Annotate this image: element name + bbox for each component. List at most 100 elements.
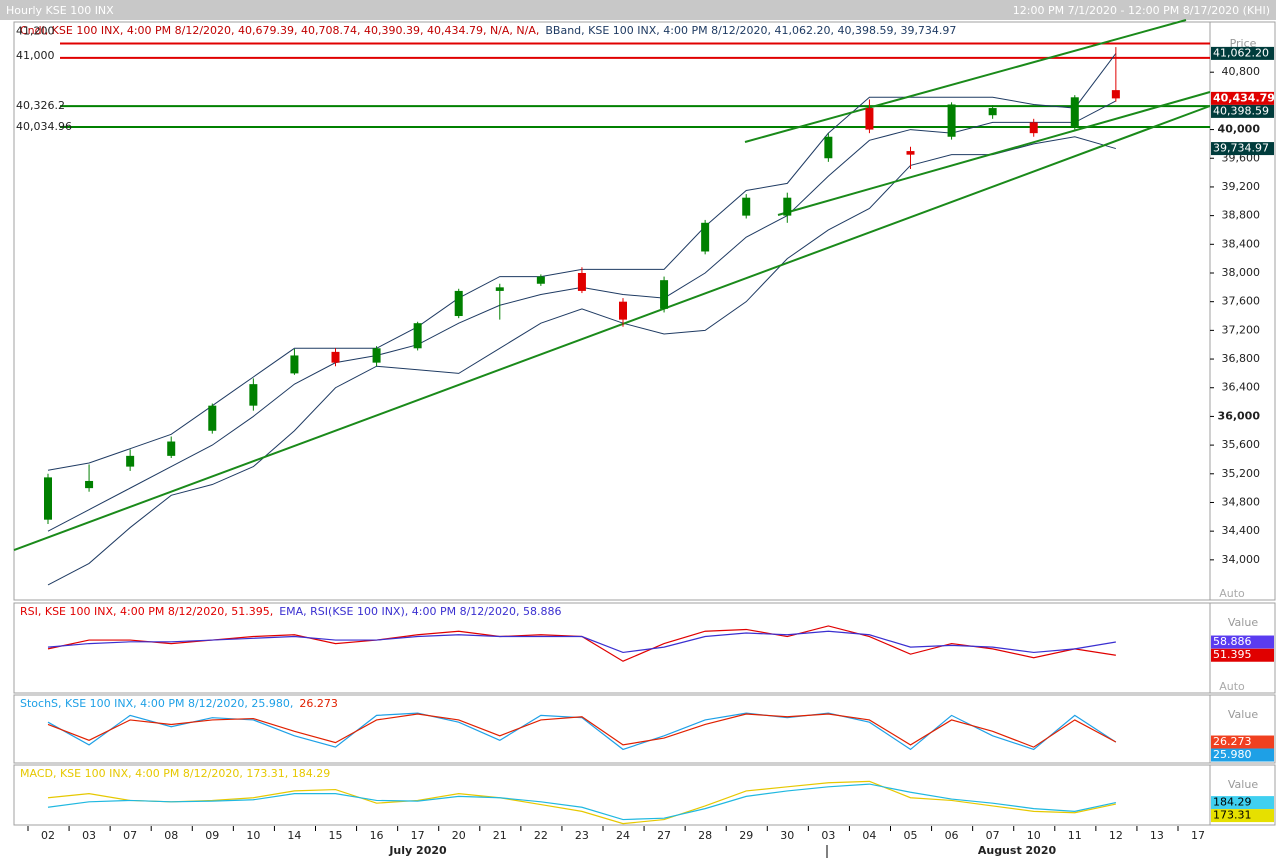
value-tag-label: 58.886 <box>1213 635 1252 648</box>
candle-body <box>906 151 915 155</box>
value-tag <box>1211 735 1274 749</box>
candle-body <box>577 272 586 291</box>
candle-body <box>249 384 258 406</box>
value-tag <box>1211 91 1274 105</box>
x-tick-label: 03 <box>82 829 96 842</box>
value-tag-label: 41,062.20 <box>1213 46 1269 59</box>
value-tag-label: 173.31 <box>1213 809 1252 822</box>
candle-body <box>290 355 299 374</box>
y-tick-label: 36,000 <box>1218 409 1261 422</box>
x-tick-label: 12 <box>1109 829 1123 842</box>
trend-line <box>13 105 1211 551</box>
trend-line <box>744 19 1187 143</box>
candle-body <box>783 197 792 216</box>
candle-body <box>167 441 176 456</box>
candle-body <box>44 477 52 520</box>
candle-body <box>742 197 751 216</box>
candle-body <box>824 136 833 159</box>
x-tick-label: 02 <box>41 829 55 842</box>
legend-text: StochS, KSE 100 INX, 4:00 PM 8/12/2020, … <box>20 697 293 710</box>
trend-lines <box>13 19 1211 551</box>
y-tick-label: 34,000 <box>1222 553 1261 566</box>
x-tick-label: 03 <box>821 829 835 842</box>
x-tick-label: 04 <box>862 829 876 842</box>
value-tag <box>1211 796 1274 810</box>
x-tick-label: 07 <box>123 829 137 842</box>
bollinger-band <box>47 136 1116 586</box>
value-tag <box>1211 142 1274 156</box>
candle-body <box>536 276 545 284</box>
candle-body <box>1029 122 1038 134</box>
candle-body <box>85 480 94 489</box>
candle-body <box>701 222 710 252</box>
value-tag-label: 184.29 <box>1213 796 1252 809</box>
hline-label: 40,034.96 <box>16 120 72 133</box>
x-tick-label: 30 <box>780 829 794 842</box>
legend-text: MACD, KSE 100 INX, 4:00 PM 8/12/2020, 17… <box>20 767 330 780</box>
value-tag <box>1211 104 1274 118</box>
candle-body <box>372 348 381 363</box>
candle-body <box>454 290 463 317</box>
y-tick-label: 34,800 <box>1222 495 1261 508</box>
scale-label: Value <box>1228 616 1258 629</box>
value-tag-label: 26.273 <box>1213 735 1252 748</box>
month-label: July 2020 <box>388 844 447 857</box>
hline-label: 40,326.2 <box>16 99 65 112</box>
x-tick-label: 28 <box>698 829 712 842</box>
auto-label: Auto <box>1219 587 1245 600</box>
panel-legend: StochS, KSE 100 INX, 4:00 PM 8/12/2020, … <box>20 697 338 710</box>
x-tick-label: 15 <box>329 829 343 842</box>
indicator-line <box>47 780 1116 825</box>
candle-body <box>865 108 874 130</box>
x-tick-label: 17 <box>1191 829 1205 842</box>
x-tick-label: 09 <box>205 829 219 842</box>
x-tick-label: 06 <box>945 829 959 842</box>
x-tick-label: 29 <box>739 829 753 842</box>
indicator-line <box>47 783 1116 821</box>
legend-text: RSI, KSE 100 INX, 4:00 PM 8/12/2020, 51.… <box>20 605 273 618</box>
y-tick-label: 40,800 <box>1222 65 1261 78</box>
value-tag <box>1211 809 1274 823</box>
x-tick-label: 20 <box>452 829 466 842</box>
panel-legend: MACD, KSE 100 INX, 4:00 PM 8/12/2020, 17… <box>20 767 330 780</box>
y-tick-label: 35,600 <box>1222 438 1261 451</box>
y-tick-label: 39,200 <box>1222 180 1261 193</box>
value-tag-label: 40,398.59 <box>1213 104 1269 117</box>
value-tag-label: 25.980 <box>1213 748 1252 761</box>
candle-body <box>413 323 422 349</box>
value-tag <box>1211 46 1274 60</box>
x-tick-label: 17 <box>411 829 425 842</box>
scale-label: Value <box>1228 708 1258 721</box>
window-title: Hourly KSE 100 INX <box>6 4 114 17</box>
candle-body <box>331 351 340 363</box>
indicator-line <box>47 712 1117 751</box>
candle-body <box>947 104 956 137</box>
candle-body <box>1070 97 1079 126</box>
y-tick-label: 34,400 <box>1222 524 1261 537</box>
legend-text: EMA, RSI(KSE 100 INX), 4:00 PM 8/12/2020… <box>279 605 561 618</box>
trend-line <box>777 91 1211 216</box>
candle-body <box>660 280 669 309</box>
month-label: August 2020 <box>978 844 1057 857</box>
y-tick-label: 37,600 <box>1222 295 1261 308</box>
indicator-line <box>47 713 1117 748</box>
y-tick-label: 38,000 <box>1222 266 1261 279</box>
scale-label: Value <box>1228 778 1258 791</box>
indicator-line <box>47 630 1116 654</box>
x-tick-label: 11 <box>1068 829 1082 842</box>
hline-label: 41,000 <box>16 49 55 62</box>
value-tag <box>1211 648 1274 662</box>
y-tick-label: 38,800 <box>1222 209 1261 222</box>
value-tag-label: 39,734.97 <box>1213 142 1269 155</box>
x-tick-label: 05 <box>904 829 918 842</box>
hline-label: 41,200 <box>16 25 55 38</box>
scale-label: Price <box>1230 37 1257 50</box>
auto-label: Auto <box>1219 680 1245 693</box>
x-tick-label: 23 <box>575 829 589 842</box>
candle-body <box>495 287 504 291</box>
title-bar <box>0 0 1276 20</box>
value-tag-label: 40,434.79 <box>1213 91 1275 104</box>
y-tick-label: 36,400 <box>1222 381 1261 394</box>
value-tag <box>1211 635 1274 649</box>
